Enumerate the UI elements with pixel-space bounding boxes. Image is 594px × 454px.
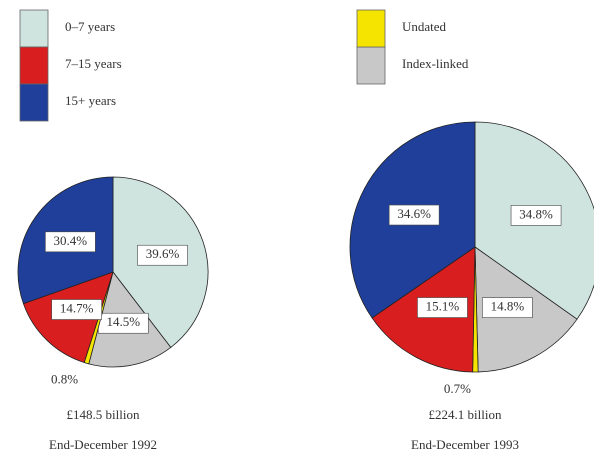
pie-subtitle: £148.5 billion [67, 407, 140, 422]
slice-label: 14.5% [106, 314, 140, 329]
slice-label: 14.8% [491, 299, 525, 314]
legend-swatch [19, 9, 49, 48]
legend-swatch [19, 83, 49, 122]
slice-label: 0.8% [51, 372, 78, 387]
slice-label: 39.6% [146, 246, 180, 261]
label-box [417, 297, 468, 318]
slice-label: 30.4% [54, 233, 88, 248]
legend-label: 15+ years [65, 93, 116, 108]
label-box [482, 297, 533, 318]
label-box [510, 205, 562, 226]
pie-caption: End-December 1993 [411, 437, 519, 452]
legend-swatch [19, 46, 49, 85]
legend-label: 7–15 years [65, 56, 122, 71]
pie-caption: End-December 1992 [49, 437, 157, 452]
label-box [137, 244, 188, 266]
slice-label: 14.7% [60, 301, 94, 316]
legend-swatch [356, 46, 386, 85]
pie-subtitle: £224.1 billion [429, 407, 502, 422]
label-box [388, 204, 440, 226]
slice-label: 34.8% [519, 206, 553, 221]
label-box [51, 299, 102, 320]
slice-label: 34.6% [397, 206, 431, 221]
slice-label: 15.1% [426, 299, 460, 314]
label-box [45, 231, 96, 253]
legend-label: 0–7 years [65, 19, 115, 34]
legend-label: Index-linked [402, 56, 469, 71]
legend-swatch [356, 9, 386, 48]
slice-label: 0.7% [444, 381, 471, 396]
legend-label: Undated [402, 19, 447, 34]
